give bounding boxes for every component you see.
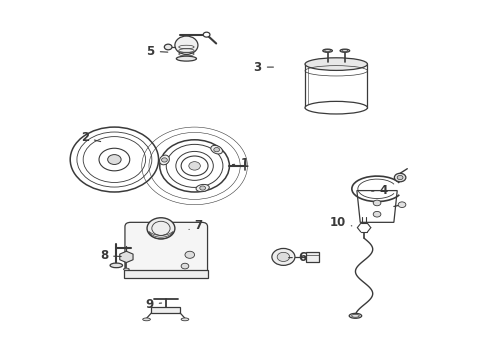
Circle shape [70, 127, 159, 192]
Bar [124, 270, 208, 278]
Circle shape [189, 162, 200, 170]
Ellipse shape [166, 144, 223, 188]
Circle shape [162, 158, 167, 162]
Circle shape [214, 148, 220, 152]
Polygon shape [120, 251, 133, 262]
Ellipse shape [211, 145, 222, 154]
Circle shape [108, 154, 121, 165]
Text: 8: 8 [100, 249, 121, 262]
Circle shape [398, 202, 406, 207]
Ellipse shape [175, 36, 198, 54]
Text: 2: 2 [81, 131, 100, 144]
Circle shape [99, 148, 130, 171]
Bar [151, 307, 180, 313]
Bar [305, 252, 319, 262]
Ellipse shape [196, 184, 209, 192]
Text: 3: 3 [254, 60, 273, 73]
Text: 7: 7 [189, 219, 203, 232]
FancyBboxPatch shape [125, 222, 208, 275]
Ellipse shape [159, 155, 170, 165]
Text: 4: 4 [372, 184, 388, 197]
Circle shape [185, 251, 195, 258]
Text: 9: 9 [146, 298, 162, 311]
Ellipse shape [160, 140, 229, 192]
Circle shape [203, 32, 210, 37]
Ellipse shape [181, 318, 189, 321]
Ellipse shape [123, 268, 129, 270]
Ellipse shape [349, 313, 362, 318]
Circle shape [373, 211, 381, 217]
Text: 6: 6 [289, 251, 306, 264]
Ellipse shape [305, 58, 368, 71]
Ellipse shape [323, 49, 332, 52]
Ellipse shape [143, 318, 150, 321]
Polygon shape [357, 190, 397, 222]
Text: 10: 10 [330, 216, 352, 229]
Circle shape [181, 156, 208, 176]
Circle shape [373, 200, 381, 206]
Circle shape [272, 248, 295, 265]
Ellipse shape [305, 102, 368, 114]
Ellipse shape [147, 218, 175, 239]
Text: 1: 1 [232, 157, 248, 170]
Circle shape [277, 252, 290, 261]
Circle shape [181, 263, 189, 269]
Ellipse shape [110, 263, 122, 268]
Circle shape [200, 186, 205, 190]
Ellipse shape [176, 56, 196, 61]
Circle shape [397, 175, 403, 180]
Circle shape [164, 44, 172, 50]
Ellipse shape [176, 152, 213, 180]
Circle shape [394, 173, 406, 182]
Text: 5: 5 [147, 45, 168, 58]
Ellipse shape [340, 49, 350, 52]
